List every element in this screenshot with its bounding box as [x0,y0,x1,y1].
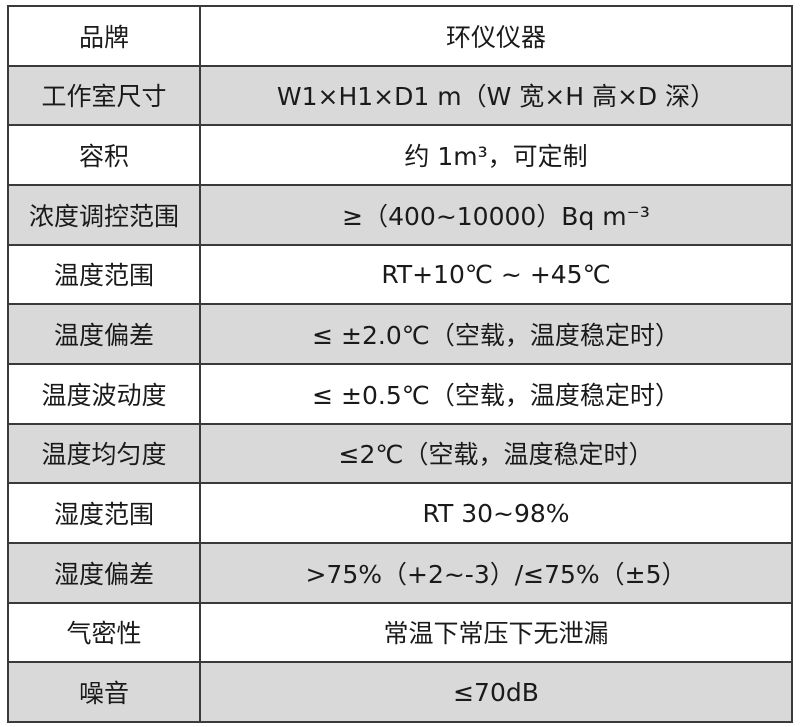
row-value: ≤ ±2.0℃（空载，温度稳定时） [199,303,793,365]
row-label: 湿度范围 [7,482,201,544]
row-label: 湿度偏差 [7,541,201,604]
row-value: ≤2℃（空载，温度稳定时） [199,422,793,485]
table-row: 温度均匀度 ≤2℃（空载，温度稳定时） [7,422,793,485]
row-value: >75%（+2~-3）/≤75%（±5） [199,541,793,604]
table-row: 温度波动度 ≤ ±0.5℃（空载，温度稳定时） [7,362,793,425]
row-value: 环仪仪器 [199,5,793,67]
table-row: 湿度范围 RT 30~98% [7,482,793,544]
table-row: 浓度调控范围 ≥（400~10000）Bq m⁻³ [7,183,793,246]
table-row: 容积约 1m³，可定制 [7,124,793,186]
row-value: RT+10℃ ~ +45℃ [199,243,793,306]
row-value: ≥（400~10000）Bq m⁻³ [199,183,793,246]
row-label: 品牌 [7,5,201,67]
row-label: 气密性 [7,601,201,664]
row-value: 常温下常压下无泄漏 [199,601,793,664]
row-label: 温度偏差 [7,303,201,365]
row-value: W1×H1×D1 m（W 宽×H 高×D 深） [199,64,793,127]
table-row: 温度范围 RT+10℃ ~ +45℃ [7,243,793,306]
table-row: 工作室尺寸 W1×H1×D1 m（W 宽×H 高×D 深） [7,64,793,127]
row-label: 噪音 [7,661,201,723]
table-row: 温度偏差 ≤ ±2.0℃（空载，温度稳定时） [7,303,793,365]
table-row: 气密性 常温下常压下无泄漏 [7,601,793,664]
table-row: 噪音 ≤70dB [7,661,793,723]
row-label: 浓度调控范围 [7,183,201,246]
row-value: ≤ ±0.5℃（空载，温度稳定时） [199,362,793,425]
row-label: 容积 [7,124,201,186]
table-row: 湿度偏差 >75%（+2~-3）/≤75%（±5） [7,541,793,604]
row-label: 温度波动度 [7,362,201,425]
row-label: 工作室尺寸 [7,64,201,127]
spec-table: 品牌 环仪仪器 工作室尺寸 W1×H1×D1 m（W 宽×H 高×D 深） 容积约 1m… [7,5,793,723]
row-label: 温度均匀度 [7,422,201,485]
row-value: 约 1m³，可定制 [199,124,793,186]
row-label: 温度范围 [7,243,201,306]
table-row: 品牌 环仪仪器 [7,5,793,67]
row-value: ≤70dB [199,661,793,723]
row-value: RT 30~98% [199,482,793,544]
